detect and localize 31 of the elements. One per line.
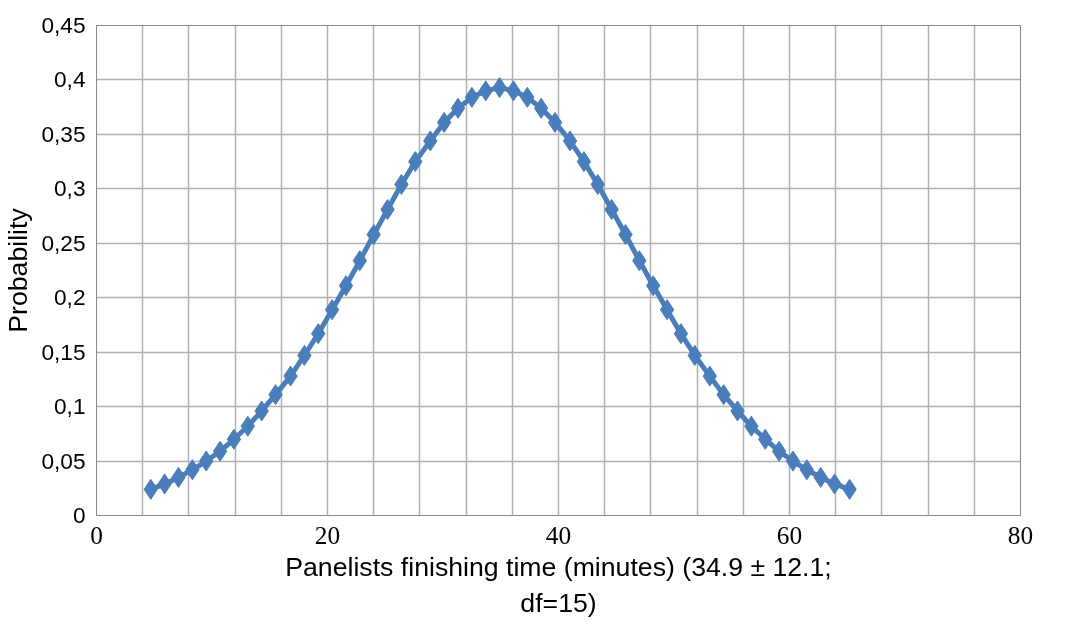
y-axis-title: Probability [3, 207, 34, 333]
x-tick-label: 80 [1007, 520, 1034, 549]
y-tick-label: 0 [72, 502, 86, 528]
x-axis-title: Panelists finishing time (minutes) (34.9 ± 12.1; df=15) [285, 551, 832, 618]
point [338, 275, 354, 297]
point [324, 299, 340, 321]
point [659, 299, 675, 321]
y-tick-label: 0,35 [41, 120, 86, 147]
point [450, 97, 466, 119]
point [576, 151, 592, 173]
point [464, 86, 480, 108]
point [771, 440, 787, 462]
x-tick-label: 60 [776, 520, 803, 549]
x-tick-label: 20 [314, 520, 341, 549]
y-tick-label: 0,2 [54, 284, 86, 311]
y-tick-label: 0,1 [54, 393, 86, 420]
y-tick-label: 0,05 [41, 447, 86, 474]
y-tick-label: 0,25 [41, 229, 86, 256]
point [547, 111, 563, 133]
point [562, 130, 578, 152]
point [673, 323, 689, 345]
x-tick-label: 40 [545, 520, 572, 549]
y-tick-label: 0,4 [54, 66, 86, 93]
y-tick-label: 0,45 [41, 12, 86, 38]
point [436, 111, 452, 133]
point [212, 440, 228, 462]
point [352, 250, 368, 272]
y-tick-label: 0,3 [54, 175, 86, 202]
point [785, 450, 801, 472]
point [226, 428, 242, 450]
y-tick-label: 0,15 [41, 338, 86, 365]
